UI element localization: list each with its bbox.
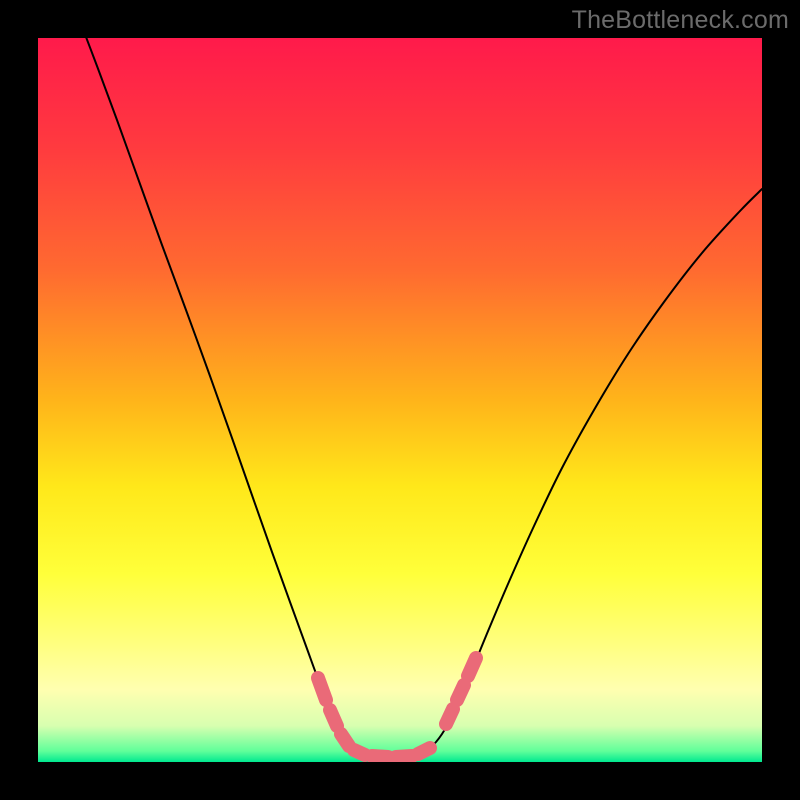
plot-background <box>0 0 800 800</box>
gradient-rect <box>38 38 762 762</box>
watermark-text: TheBottleneck.com <box>572 6 789 35</box>
